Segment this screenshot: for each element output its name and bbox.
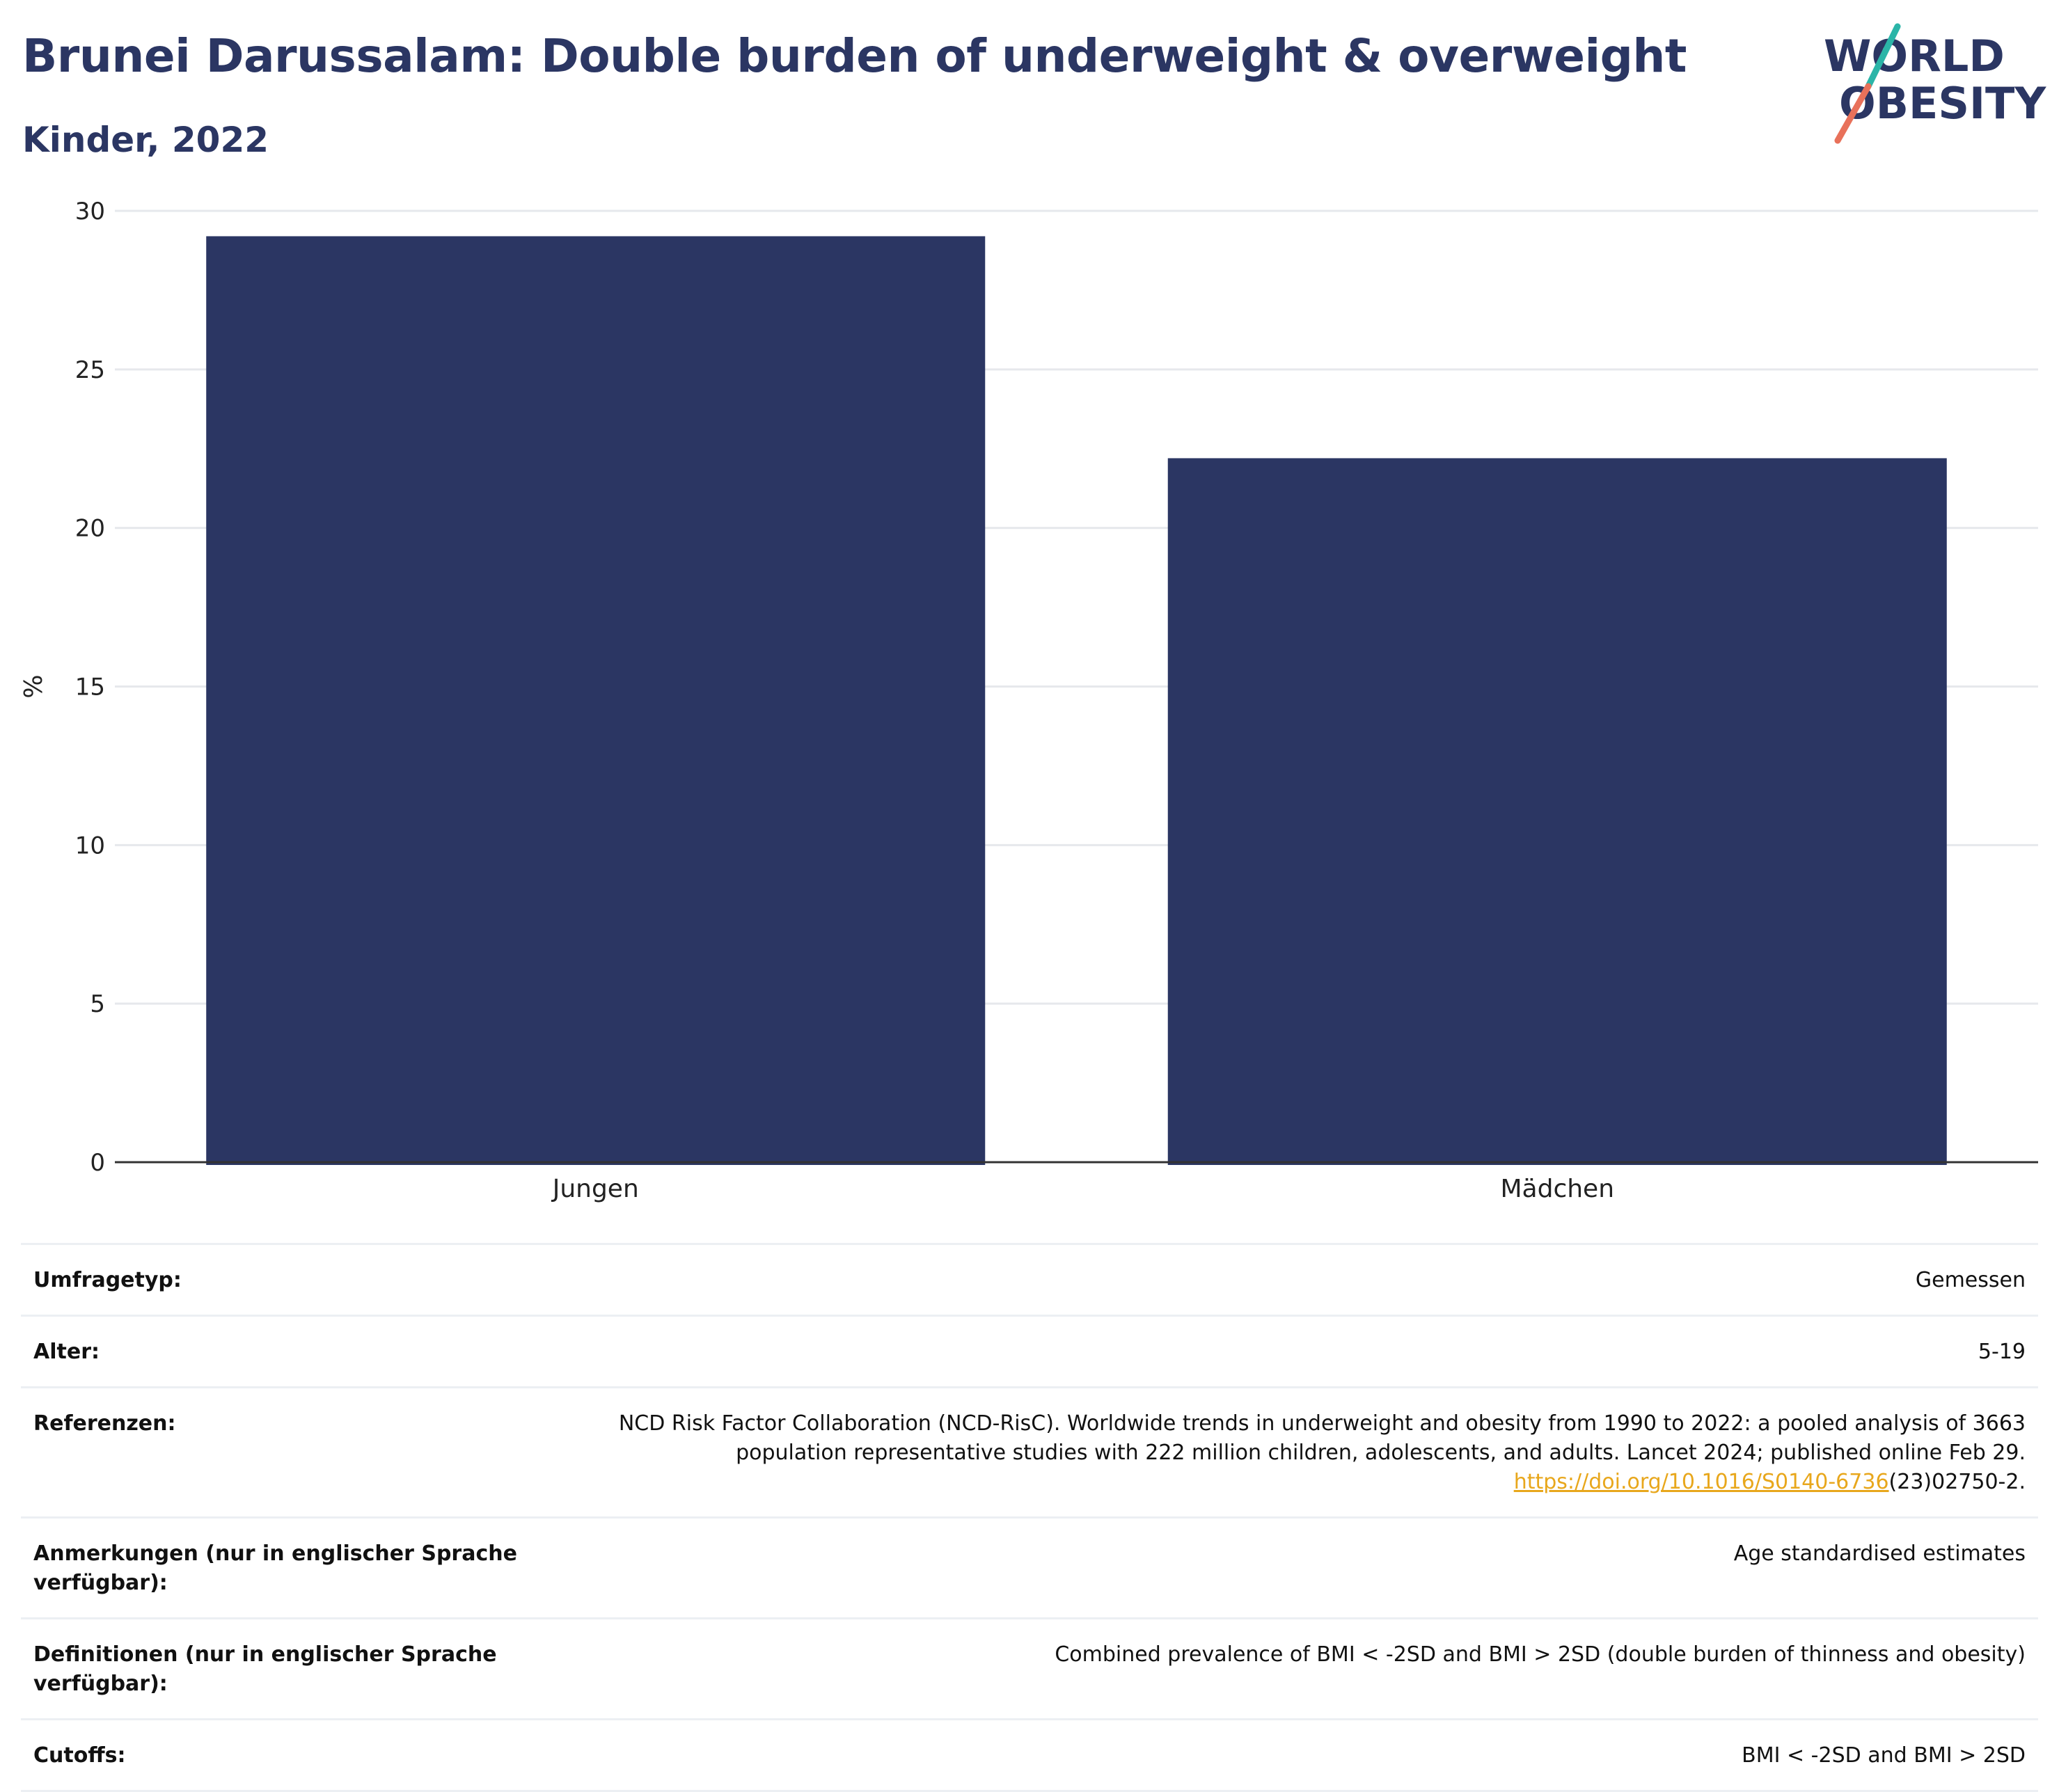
info-row-value-text: 5-19: [1978, 1340, 2026, 1364]
info-row: Definitionen (nur in englischer Sprache …: [21, 1619, 2038, 1720]
y-axis-title: %: [19, 674, 48, 698]
info-row-value: NCD Risk Factor Collaboration (NCD-RisC)…: [592, 1409, 2026, 1497]
info-row-label: Alter:: [33, 1340, 100, 1364]
info-row: Alter: 5-19: [21, 1317, 2038, 1388]
info-row-label: Umfragetyp:: [33, 1268, 182, 1292]
x-category-labels: Jungen Mädchen: [551, 1175, 1614, 1203]
page-title: Brunei Darussalam: Double burden of unde…: [22, 29, 1687, 83]
x-category-label: Jungen: [551, 1175, 639, 1203]
logo-line2: OBESITY: [1839, 78, 2046, 129]
info-row-value: Age standardised estimates: [592, 1539, 2026, 1569]
info-table: Umfragetyp: Gemessen Alter: 5-19 Referenzen:…: [21, 1243, 2038, 1792]
y-tick-labels: 0 5 10 15 20 25 30: [75, 198, 105, 1177]
logo-slash-bottom: [1834, 83, 1872, 144]
y-tick-label: 15: [75, 674, 105, 701]
y-tick-label: 5: [90, 990, 105, 1018]
info-row: Referenzen: NCD Risk Factor Collaboration…: [21, 1388, 2038, 1519]
info-row-value-text: NCD Risk Factor Collaboration (NCD-RisC)…: [618, 1411, 2026, 1465]
info-row-label: Referenzen:: [33, 1411, 176, 1436]
bar-mädchen: [1167, 458, 1947, 1165]
world-obesity-logo: WORLD OBESITY: [1824, 23, 2046, 144]
info-row-value: Gemessen: [592, 1266, 2026, 1295]
info-row-value-text: Age standardised estimates: [1733, 1541, 2026, 1566]
bar-jungen: [206, 236, 986, 1165]
info-row-value-text: BMI < -2SD and BMI > 2SD: [1742, 1743, 2026, 1768]
info-row-label: Cutoffs:: [33, 1743, 126, 1768]
info-row-value-text: Gemessen: [1915, 1268, 2026, 1292]
info-row-value: Combined prevalence of BMI < -2SD and BM…: [592, 1640, 2026, 1670]
x-category-label: Mädchen: [1500, 1175, 1614, 1203]
y-tick-label: 30: [75, 198, 105, 225]
info-row: Umfragetyp: Gemessen: [21, 1245, 2038, 1317]
doi-link[interactable]: https://doi.org/10.1016/S0140-6736: [1513, 1470, 1889, 1494]
info-row-value: BMI < -2SD and BMI > 2SD: [592, 1741, 2026, 1770]
y-tick-label: 10: [75, 832, 105, 859]
info-row: Anmerkungen (nur in englischer Sprache v…: [21, 1519, 2038, 1619]
y-tick-label: 20: [75, 515, 105, 543]
info-row-value-text: Combined prevalence of BMI < -2SD and BM…: [1055, 1642, 2026, 1667]
doi-suffix: (23)02750-2.: [1888, 1470, 2026, 1494]
bars: [206, 236, 1947, 1165]
info-row-value: 5-19: [592, 1338, 2026, 1367]
info-row-label: Definitionen (nur in englischer Sprache …: [33, 1642, 497, 1696]
bar-chart: 0 5 10 15 20 25 30 Jungen Mädchen %: [19, 198, 2038, 1203]
page-subtitle: Kinder, 2022: [22, 120, 269, 160]
y-tick-label: 25: [75, 356, 105, 384]
info-row-label: Anmerkungen (nur in englischer Sprache v…: [33, 1541, 517, 1595]
logo-line1: WORLD: [1824, 31, 2005, 81]
info-row: Cutoffs: BMI < -2SD and BMI > 2SD: [21, 1720, 2038, 1792]
y-tick-label: 0: [90, 1149, 105, 1177]
logo-slash-top: [1865, 23, 1901, 90]
